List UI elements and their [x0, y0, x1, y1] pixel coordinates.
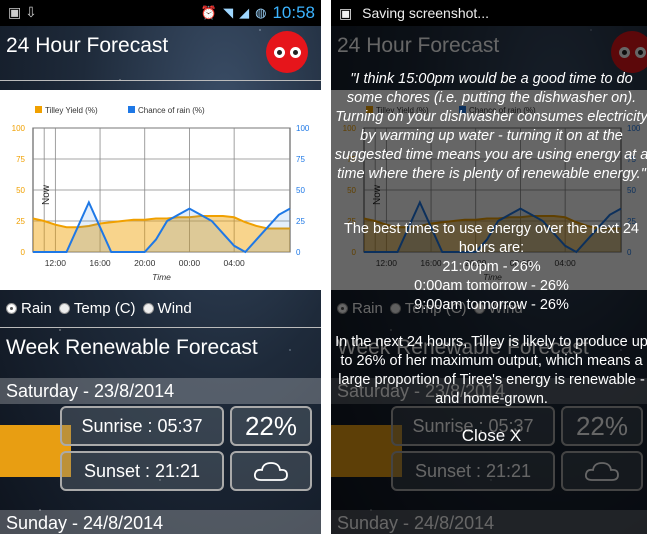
x-tick-label: 00:00 [179, 258, 201, 268]
best-time-2: 0:00am tomorrow - 26% [414, 278, 569, 294]
radio-dot [142, 303, 154, 314]
status-bar: ▣ ⇩ ⏰ ◥ ◢ ◍ 10:58 [0, 0, 321, 26]
day-header-saturday: Saturday - 23/8/2014 [0, 378, 321, 404]
y-tick-left: 0 [21, 248, 26, 257]
x-tick-label: 20:00 [134, 258, 156, 268]
battery-icon: ◍ [255, 5, 267, 20]
radio-dot [58, 303, 70, 314]
day-header-sunday: Sunday - 24/8/2014 [0, 510, 321, 534]
divider [0, 327, 321, 328]
y-tick-left: 25 [16, 217, 25, 226]
y-tick-right: 0 [296, 248, 301, 257]
y-tick-right: 25 [296, 217, 305, 226]
x-axis-label: Time [152, 272, 171, 282]
chart-mode-radios: Rain Temp (C) Wind [6, 300, 192, 317]
forecast-chart-svg: 0 0 25 25 50 50 75 75 100 100 12:00 16:00 20:00 00:00… [12, 106, 310, 282]
clock: 10:58 [272, 3, 315, 22]
x-tick-label: 12:00 [45, 258, 67, 268]
screenshot-icon: ▣ [339, 5, 353, 21]
forecast-chart: 0 0 25 25 50 50 75 75 100 100 12:00 16:00 20:00 00:00… [0, 90, 321, 290]
radio-label: Temp (C) [73, 300, 136, 317]
best-times-title: The best times to use energy over the ne… [344, 221, 639, 256]
radio-dot [6, 303, 17, 314]
y-tick-right: 75 [296, 155, 305, 164]
radio-rain[interactable]: Rain [6, 300, 52, 317]
output-description: In the next 24 hours, Tilley is likely t… [335, 334, 647, 407]
wifi-icon: ◥ [223, 5, 234, 20]
y-tick-right: 100 [296, 124, 310, 133]
radio-label: Wind [157, 300, 192, 317]
radio-label: Rain [21, 300, 52, 317]
best-time-3: 9:00am tomorrow - 26% [414, 297, 569, 313]
tilley-advice-overlay: "I think 15:00pm would be a good time to… [331, 26, 647, 534]
saving-screenshot-text: Saving screenshot... [362, 5, 489, 21]
tilley-avatar-button[interactable] [266, 31, 308, 73]
legend-label: Tilley Yield (%) [45, 106, 98, 115]
legend-label: Chance of rain (%) [138, 106, 205, 115]
x-tick-label: 16:00 [89, 258, 111, 268]
series-area-1 [33, 202, 290, 252]
alarm-icon: ⏰ [200, 5, 218, 20]
close-overlay-button[interactable]: Close X [461, 426, 522, 445]
yield-bar [0, 425, 71, 477]
series-line-1 [33, 199, 291, 254]
y-tick-right: 50 [296, 186, 305, 195]
page-title: 24 Hour Forecast [6, 34, 169, 57]
signal-icon: ◢ [239, 5, 250, 20]
legend-swatch [128, 106, 135, 113]
best-time-1: 21:00pm - 26% [442, 259, 541, 275]
y-tick-left: 100 [12, 124, 26, 133]
status-right: ⏰ ◥ ◢ ◍ 10:58 [201, 3, 315, 23]
notification-icons: ▣ ⇩ [8, 4, 37, 20]
y-tick-left: 50 [16, 186, 25, 195]
best-times: The best times to use energy over the ne… [331, 220, 647, 315]
y-tick-left: 75 [16, 155, 25, 164]
divider [0, 80, 321, 81]
x-tick-label: 04:00 [223, 258, 245, 268]
legend-swatch [35, 106, 42, 113]
radio-wind[interactable]: Wind [142, 300, 192, 317]
advice-quote: "I think 15:00pm would be a good time to… [334, 71, 647, 182]
radio-temp[interactable]: Temp (C) [58, 300, 136, 317]
weather-box [230, 451, 312, 491]
app-screen-left: ▣ ⇩ ⏰ ◥ ◢ ◍ 10:58 24 Hour Forecast 0 0 25 2… [0, 0, 321, 534]
cloud-icon [253, 462, 288, 481]
status-bar-saving: ▣ Saving screenshot... [331, 0, 647, 26]
avatar-eye-right [289, 46, 301, 58]
avatar-eye-left [273, 46, 285, 58]
sunset-box: Sunset : 21:21 [60, 451, 224, 491]
week-forecast-title: Week Renewable Forecast [6, 336, 258, 359]
sunrise-box: Sunrise : 05:37 [60, 406, 224, 446]
series-line-0 [32, 215, 290, 230]
now-label: Now [41, 184, 52, 205]
yield-percent-box: 22% [230, 406, 312, 446]
